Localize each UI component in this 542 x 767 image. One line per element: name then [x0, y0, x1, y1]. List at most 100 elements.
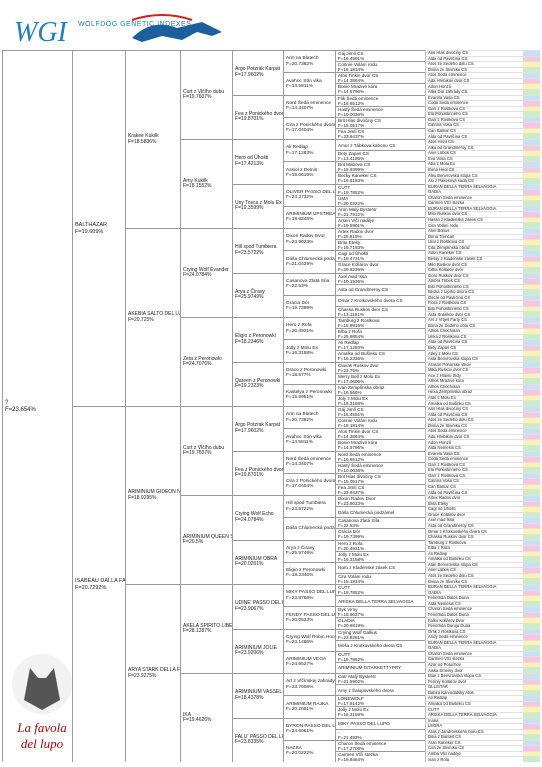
ancestor-name: CUTT: [428, 706, 440, 712]
ancestor: Drina Trenčan: [425, 233, 540, 240]
ancestor-name: Gáj Jimlí CS: [338, 407, 364, 413]
ancestor-name: Curt z Vlčího dubu: [183, 444, 225, 451]
ancestor: Mika Ruskov dvor CS: [425, 367, 540, 373]
ancestor-name: Ars z Vrtješ Farty CS: [428, 317, 467, 323]
ancestor-name: Carmen Vlčí stezka: [338, 751, 378, 757]
ancestor-name: ARIMINIUM OBRA: [235, 555, 278, 562]
ancestor: Bilo Pohostinného CS: [425, 305, 540, 312]
ancestor: Fea z Ponického dvora F=19.8701%: [232, 94, 283, 139]
ancestor-name: Atos Sedá eminence: [428, 428, 467, 434]
ancestor: Ariel Lóbos CS: [425, 567, 540, 573]
inbreeding-coefficient: F=20.7292%: [75, 584, 107, 591]
ancestor: Arin na Blatech F=20.7382%: [283, 406, 335, 429]
ancestor: Adon Honzů: [425, 439, 540, 445]
ancestor-name: Dvina ze Slivníku CS: [428, 422, 468, 428]
ancestor-name: Cira ze Slivníku CS: [428, 745, 465, 751]
ancestor-name: Hastý Šedá eminence: [338, 462, 383, 468]
inbreeding-coefficient: F=23.8768%: [286, 595, 314, 601]
ancestor: Eva Vosa CS: [425, 155, 540, 162]
ancestor-name: Aris Hlas divočiny CS: [428, 406, 469, 412]
ancestor: OADIA: [425, 589, 540, 596]
ancestor-name: Alda od Pavlíčina CS: [428, 411, 468, 417]
ancestor: Amur z Tábkova kabonu CS: [335, 139, 425, 151]
ancestor: Athos Mrazivé kóra: [425, 378, 540, 384]
inbreeding-coefficient: F=18.1814%: [338, 67, 365, 73]
ancestor: ARISKA DELLA TERRA SELVAGGIA: [335, 595, 425, 607]
inbreeding-coefficient: F=23.9023%: [286, 239, 314, 245]
ancestor: Ali Redlap: [425, 695, 540, 701]
ancestor: Fea Jimlí CS F=23.9437%: [335, 127, 425, 139]
ancestor: Flora z Roslkova CS: [425, 300, 540, 306]
ancestor: Milo Ruskov dvor CS: [425, 261, 540, 267]
inbreeding-coefficient: F=17.9602%: [235, 427, 264, 434]
ancestor-name: Elba z Rofa: [338, 329, 362, 335]
ancestor-name: ARISKA DELLA TERRA SELVAGGIA: [338, 598, 414, 604]
ancestor: Coda Šedá eminence: [425, 100, 540, 106]
ancestor: ARIMINIUM OBRA F=20.0201%: [232, 539, 283, 584]
ancestor-name: Unka z Roslkova CS: [428, 333, 467, 339]
ancestor-name: Bonie Mrazivé kóra: [338, 84, 378, 90]
inbreeding-coefficient: F=17.1283%: [286, 150, 314, 156]
ancestor: ARISKA DELLA TERRA SELVAGGIA: [425, 711, 540, 718]
ancestor-name: CUTT: [338, 585, 351, 591]
ancestor: Zeta z Peronowki F=24.7076%: [180, 317, 232, 406]
ancestor: Ace z Hlavní třídy: [425, 372, 540, 379]
ancestor: Merry Bell z Molu Ex F=17.0606%: [335, 372, 425, 384]
ancestor: Bessy z Kladenské zásek CS: [425, 255, 540, 262]
ancestor: Omar z Krotkovského dvora CS: [425, 528, 540, 534]
ancestor-name: Charon Šedá eminence: [428, 194, 472, 200]
ancestor-name: Drina Trenčan: [428, 233, 455, 239]
ancestor-name: Bilo Pohostinného CS: [428, 283, 469, 289]
ancestor: Alex Benvrovská stopa CS: [425, 172, 540, 178]
ancestor: LEGRA: [425, 723, 540, 729]
inbreeding-coefficient: F=19.7399%: [286, 306, 314, 312]
ancestor-name: Hexa Zemplínska obraz: [428, 389, 473, 395]
ancestor: ARYA STARK DELLA FAVOLA DEL LUPOF=23.927…: [125, 584, 180, 762]
ancestor-name: Fea z Ponického dvora: [235, 466, 283, 473]
ancestor-name: Orfik z Roslkova CS: [428, 628, 466, 634]
ancestor: Garr z Roslkova CS: [425, 461, 540, 468]
inbreeding-coefficient: F=22.53%: [286, 284, 309, 290]
ancestor-name: Amy Kukilk: [183, 177, 208, 184]
ancestor: Dyk Virny F=18.6637%: [335, 606, 425, 618]
ancestor: Grácia Dór F=19.7399%: [283, 294, 335, 317]
ancestor: Eligio z Peronowki F=18.2346%: [232, 317, 283, 362]
ancestor: Artex Radov dvor F=25.815%: [335, 228, 425, 240]
ancestor: Jolly z Molu Ex F=16.3158%: [335, 706, 425, 718]
inbreeding-coefficient: F=14.3864%: [338, 434, 365, 440]
ancestor-name: Dáša Chlumecká podzámel: [286, 526, 335, 532]
ancestor: Draco z Peronowki F=18.577%: [283, 361, 335, 384]
inbreeding-coefficient: F=18.1814%: [338, 423, 365, 429]
ancestor-name: Jolly z Molu Ex: [338, 551, 369, 557]
ancestor: Carmen Vlčí stezka F=19.8464%: [335, 750, 425, 762]
ancestor: Atos Hezil CS: [425, 139, 540, 145]
ancestor: Jolly z Molu Ex F=16.3158%: [283, 339, 335, 362]
ancestor-name: ARIMINIUM RAJKA: [286, 701, 329, 707]
ancestor-name: Chassa Ruskov dvor CS: [428, 534, 474, 540]
ancestor-name: Joly z Molu Ex: [338, 395, 368, 401]
ancestor-name: Aiska Smeiny dvor: [428, 667, 463, 673]
ancestor-name: Alka od Grandmeroy CS: [428, 144, 474, 150]
ancestor: Atos Tinkin dvor CS F=14.3864%: [335, 428, 425, 440]
ancestor: Alan Benvrovská stopa CS: [425, 561, 540, 568]
ancestor: - F=21.493%: [335, 728, 425, 740]
ancestor-name: ARISKA DELLA TERRA SELVAGGIA: [428, 712, 497, 718]
ancestor-name: Uny Tosca z Molu Ex: [235, 199, 282, 206]
ancestor: Asta Snarikov dvor CS: [425, 311, 540, 317]
ancestor-name: Connie Volání rodu: [338, 62, 378, 68]
ancestor-name: Charon Šedá eminence: [338, 740, 387, 746]
ancestor-name: Athos Chocholan: [428, 328, 460, 334]
ancestor: Evarela Vasa CS: [425, 450, 540, 457]
inbreeding-coefficient: F=20.0222%: [286, 751, 314, 757]
ancestor: Casanova Zlatá Síla F=22.53%: [283, 272, 335, 295]
ancestor: Haro z Kladenské zásek CS: [335, 561, 425, 573]
ancestor: Mílo Ruskov dvor CS: [425, 211, 540, 217]
ancestor: Charon Šedá eminence: [425, 650, 540, 657]
ancestor-name: Dixon Radov Dvor: [338, 496, 376, 502]
ancestor-name: Hero od Úhošti: [235, 155, 269, 162]
ancestor-name: Asta Snarikov dvor CS: [428, 311, 471, 317]
ancestor-name: Ariel Bonus: [428, 228, 450, 234]
logo-subtitle: WOLFDOG GENETIC INDEXES: [78, 21, 191, 28]
ancestor: Athos Chocholan: [425, 328, 540, 334]
